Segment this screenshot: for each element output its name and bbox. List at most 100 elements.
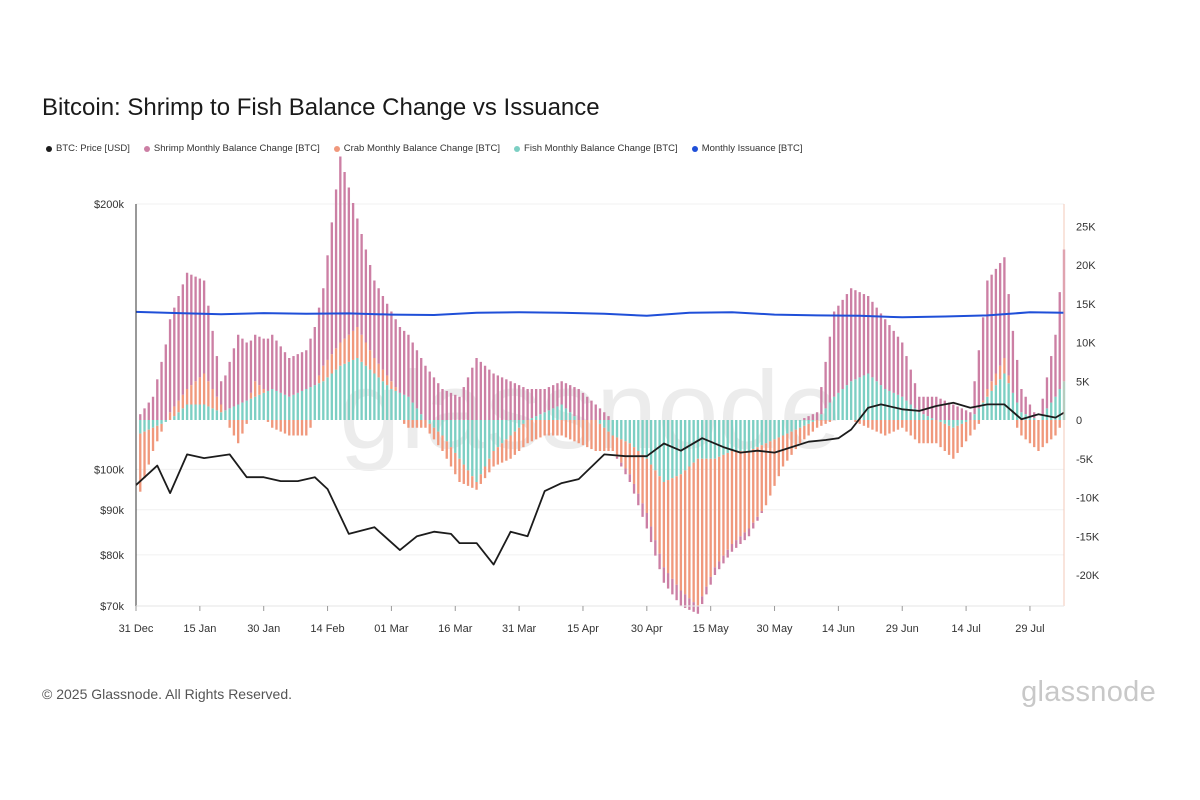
- crab-bar: [905, 420, 908, 432]
- legend-item-price[interactable]: BTC: Price [USD]: [46, 143, 130, 154]
- shrimp-bar: [743, 532, 746, 541]
- fish-bar: [867, 373, 870, 420]
- crab-bar: [1003, 358, 1006, 374]
- crab-bar: [649, 464, 653, 527]
- fish-bar: [347, 361, 351, 420]
- crab-bar: [245, 420, 248, 424]
- fish-bar: [960, 420, 964, 424]
- shrimp-bar: [390, 311, 393, 382]
- shrimp-bar: [266, 338, 270, 391]
- fish-bar: [309, 387, 312, 420]
- fish-bar: [947, 420, 951, 426]
- shrimp-bar: [398, 327, 402, 393]
- fish-bar: [743, 420, 746, 451]
- shrimp-bar: [1007, 294, 1010, 376]
- shrimp-bar: [632, 483, 636, 494]
- shrimp-bar: [207, 305, 210, 382]
- crab-bar: [973, 420, 976, 430]
- fish-bar: [952, 420, 955, 428]
- crab-bar: [1050, 420, 1053, 440]
- crab-bar: [356, 327, 359, 358]
- fish-bar: [824, 408, 827, 420]
- shrimp-bar: [513, 383, 517, 420]
- lines: [135, 310, 1065, 566]
- fish-bar: [700, 420, 704, 459]
- shrimp-bar: [300, 352, 304, 391]
- fish-bar: [496, 420, 500, 448]
- crab-bar: [526, 420, 529, 444]
- fish-bar: [232, 406, 236, 420]
- shrimp-bar: [534, 389, 538, 417]
- crab-bar: [1037, 420, 1040, 451]
- crab-bar: [543, 420, 546, 436]
- legend-item-issuance[interactable]: Monthly Issuance [BTC]: [691, 143, 803, 154]
- legend-item-crab[interactable]: Crab Monthly Balance Change [BTC]: [333, 143, 500, 154]
- shrimp-bar: [832, 311, 836, 397]
- crab-bar: [394, 387, 397, 391]
- crab-bar: [977, 420, 981, 424]
- fish-bar: [143, 420, 146, 432]
- fish-bar: [211, 408, 214, 420]
- shrimp-bar: [271, 334, 274, 389]
- crab-bar: [964, 421, 968, 442]
- shrimp-bar: [471, 367, 474, 420]
- fish-bar: [241, 402, 244, 420]
- crab-bar: [581, 420, 585, 446]
- shrimp-bar: [245, 342, 248, 401]
- crab-bar: [505, 439, 508, 461]
- shrimp-bar: [173, 307, 176, 407]
- y-right-tick-label: 10K: [1076, 338, 1096, 350]
- crab-bar: [326, 359, 329, 378]
- crab-bar: [892, 420, 895, 432]
- crab-bar: [705, 458, 708, 587]
- axes: $200k $100k $90k $80k $70k 25K 20K 15K 10K 5K 0 -5K…: [94, 199, 1100, 635]
- fish-bar: [288, 396, 291, 420]
- fish-bar: [173, 416, 176, 420]
- fish-bar: [909, 404, 912, 420]
- crab-bar: [726, 452, 729, 550]
- fish-bar: [875, 381, 878, 420]
- crab-bar: [764, 443, 768, 506]
- legend-label: Monthly Issuance [BTC]: [701, 143, 803, 154]
- fish-bar: [564, 408, 568, 420]
- fish-bar: [160, 420, 163, 424]
- crab-bar: [228, 420, 231, 428]
- shrimp-bar: [517, 385, 521, 420]
- crab-bar: [513, 431, 517, 455]
- shrimp-bar: [943, 400, 946, 420]
- crab-bar: [641, 454, 644, 504]
- fish-bar: [747, 420, 751, 451]
- shrimp-bar: [964, 410, 968, 420]
- crab-bar: [262, 389, 265, 393]
- shrimp-bar: [254, 334, 257, 382]
- fish-bar: [854, 379, 857, 420]
- legend: BTC: Price [USD] Shrimp Monthly Balance …: [46, 143, 803, 154]
- legend-item-shrimp[interactable]: Shrimp Monthly Balance Change [BTC]: [143, 143, 320, 154]
- shrimp-bar: [428, 371, 431, 420]
- fish-bar: [781, 420, 785, 436]
- shrimp-bar: [977, 350, 981, 409]
- shrimp-bar: [258, 336, 261, 386]
- crab-bar: [351, 330, 355, 360]
- shrimp-bar: [990, 274, 993, 382]
- crab-bar: [747, 451, 751, 529]
- crab-bar: [607, 431, 610, 451]
- legend-item-fish[interactable]: Fish Monthly Balance Change [BTC]: [514, 143, 678, 154]
- crab-bar: [173, 406, 176, 417]
- fish-bar: [764, 420, 768, 444]
- shrimp-bar: [432, 377, 436, 420]
- fish-bar: [373, 373, 376, 420]
- shrimp-bar: [168, 319, 172, 413]
- fish-bar: [194, 404, 197, 420]
- crab-bar: [215, 396, 219, 411]
- shrimp-bar: [547, 387, 551, 411]
- legend-marker: [46, 145, 52, 152]
- fish-bar: [458, 420, 461, 459]
- shrimp-bar: [722, 555, 725, 564]
- shrimp-bar: [803, 418, 806, 420]
- crab-bar: [385, 375, 389, 386]
- shrimp-bar: [560, 381, 563, 405]
- fish-bar: [530, 418, 534, 420]
- crab-bar: [824, 420, 827, 424]
